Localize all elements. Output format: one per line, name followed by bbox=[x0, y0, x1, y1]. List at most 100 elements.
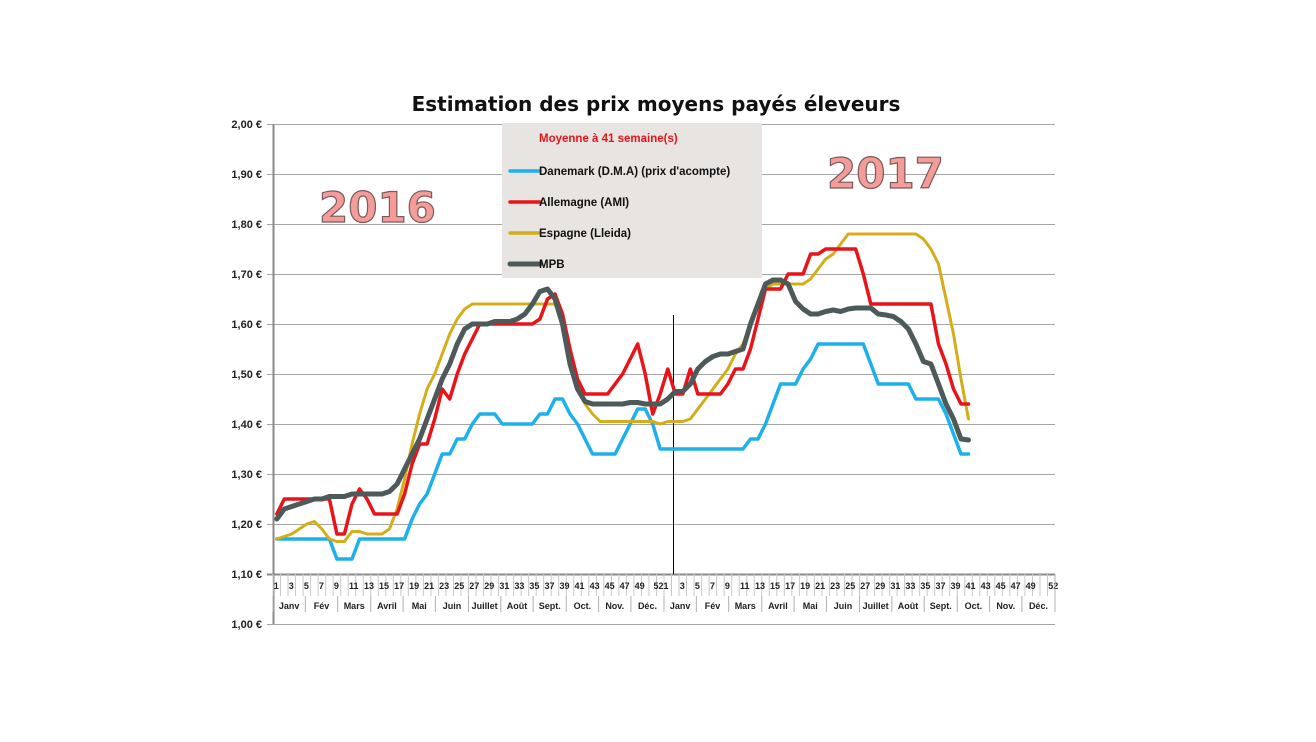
x-tick-label: 37 bbox=[935, 581, 945, 591]
month-label: Août bbox=[507, 601, 528, 611]
series-lines bbox=[277, 234, 969, 559]
x-tick-label: 25 bbox=[845, 581, 855, 591]
x-tick-label: 49 bbox=[1026, 581, 1036, 591]
x-tick-label: 43 bbox=[981, 581, 991, 591]
x-tick-label: 11 bbox=[349, 581, 359, 591]
x-tick-label: 3 bbox=[289, 581, 294, 591]
x-tick-label: 29 bbox=[484, 581, 494, 591]
x-tick-label: 3 bbox=[680, 581, 685, 591]
x-tick-label: 23 bbox=[830, 581, 840, 591]
x-tick-label: 15 bbox=[379, 581, 389, 591]
x-tick-label: 13 bbox=[364, 581, 374, 591]
month-label: Mars bbox=[735, 601, 756, 611]
x-tick-label: 5 bbox=[695, 581, 700, 591]
month-label: Avril bbox=[768, 601, 788, 611]
x-tick-label: 7 bbox=[319, 581, 324, 591]
x-tick-label: 31 bbox=[499, 581, 509, 591]
x-tick-label: 23 bbox=[439, 581, 449, 591]
y-tick-label: 1,20 € bbox=[231, 519, 262, 531]
month-label: Juin bbox=[443, 601, 462, 611]
y-tick-label: 1,30 € bbox=[231, 469, 262, 481]
x-axis: 1 3 5 7 9 11 13 15 17 19 21 23 25 27 29 31 33 35 37 39 41 43 4… bbox=[273, 574, 1058, 612]
month-label: Fév bbox=[314, 601, 330, 611]
x-tick-label: 35 bbox=[920, 581, 930, 591]
legend-label: MPB bbox=[539, 259, 565, 271]
x-tick-label: 9 bbox=[334, 581, 339, 591]
y-tick-label: 1,90 € bbox=[231, 169, 262, 181]
month-label: Déc. bbox=[638, 601, 657, 611]
legend-label: Espagne (Lleida) bbox=[539, 228, 631, 240]
y-tick-label: 1,40 € bbox=[231, 419, 262, 431]
month-label: Mai bbox=[803, 601, 818, 611]
month-label: Fév bbox=[705, 601, 721, 611]
y-tick-label: 2,00 € bbox=[231, 119, 262, 131]
y-tick-label: 1,70 € bbox=[231, 269, 262, 281]
x-tick-label: 21 bbox=[424, 581, 434, 591]
x-tick-label: 29 bbox=[875, 581, 885, 591]
x-tick-label: 1 bbox=[274, 581, 279, 591]
x-tick-label: 17 bbox=[394, 581, 404, 591]
x-tick-label: 27 bbox=[860, 581, 870, 591]
y-tick-label: 1,80 € bbox=[231, 219, 262, 231]
x-tick-label: 35 bbox=[529, 581, 539, 591]
x-tick-label: 27 bbox=[469, 581, 479, 591]
month-label: Sept. bbox=[930, 601, 952, 611]
x-tick-label: 49 bbox=[635, 581, 645, 591]
x-tick-label: 41 bbox=[575, 581, 585, 591]
x-tick-label: 31 bbox=[890, 581, 900, 591]
x-tick-label: 11 bbox=[740, 581, 750, 591]
month-label: Nov. bbox=[605, 601, 624, 611]
x-tick-label: 45 bbox=[996, 581, 1006, 591]
x-tick-label: 39 bbox=[950, 581, 960, 591]
x-tick-label: 33 bbox=[514, 581, 524, 591]
legend-label: Allemagne (AMI) bbox=[539, 197, 629, 209]
x-tick-label: 19 bbox=[800, 581, 810, 591]
series-line-allemagne bbox=[277, 249, 969, 534]
month-label: Juillet bbox=[863, 601, 889, 611]
x-tick-label: 33 bbox=[905, 581, 915, 591]
x-tick-label: 47 bbox=[620, 581, 630, 591]
legend: Moyenne à 41 semaine(s) Danemark (D.M.A)… bbox=[502, 123, 762, 278]
x-tick-label: 41 bbox=[966, 581, 976, 591]
x-tick-label: 521 bbox=[653, 581, 668, 591]
month-label: Nov. bbox=[996, 601, 1015, 611]
month-label: Août bbox=[898, 601, 919, 611]
x-tick-label: 9 bbox=[725, 581, 730, 591]
month-label: Déc. bbox=[1029, 601, 1048, 611]
x-tick-label: 47 bbox=[1011, 581, 1021, 591]
month-label: Oct. bbox=[574, 601, 592, 611]
x-tick-label: 37 bbox=[544, 581, 554, 591]
x-tick-label: 25 bbox=[454, 581, 464, 591]
year-label-2016: 2016 bbox=[319, 183, 436, 232]
x-tick-label: 7 bbox=[710, 581, 715, 591]
x-tick-label: 52 bbox=[1048, 581, 1058, 591]
month-label: Avril bbox=[377, 601, 397, 611]
legend-label: Danemark (D.M.A) (prix d'acompte) bbox=[539, 166, 730, 178]
month-label: Sept. bbox=[539, 601, 561, 611]
y-tick-label: 1,60 € bbox=[231, 319, 262, 331]
x-tick-label: 13 bbox=[755, 581, 765, 591]
series-line-mpb bbox=[277, 280, 969, 519]
x-tick-label: 39 bbox=[559, 581, 569, 591]
month-label: Juin bbox=[834, 601, 853, 611]
year-label-2017: 2017 bbox=[827, 149, 944, 198]
month-label: Mars bbox=[344, 601, 365, 611]
x-tick-label: 43 bbox=[590, 581, 600, 591]
x-tick-label: 19 bbox=[409, 581, 419, 591]
x-tick-label: 5 bbox=[304, 581, 309, 591]
month-label: Juillet bbox=[472, 601, 498, 611]
x-tick-label: 45 bbox=[605, 581, 615, 591]
month-label: Mai bbox=[412, 601, 427, 611]
month-label: Janv bbox=[670, 601, 691, 611]
month-label: Janv bbox=[279, 601, 300, 611]
y-tick-label: 1,00 € bbox=[231, 619, 262, 631]
legend-title: Moyenne à 41 semaine(s) bbox=[539, 133, 678, 145]
month-label: Oct. bbox=[965, 601, 983, 611]
chart-title: Estimation des prix moyens payés éleveur… bbox=[412, 92, 901, 116]
y-tick-label: 1,10 € bbox=[231, 569, 262, 581]
x-tick-label: 15 bbox=[770, 581, 780, 591]
y-tick-label: 1,50 € bbox=[231, 369, 262, 381]
y-axis-ticks: 1,00 € 1,10 € 1,20 € 1,30 € 1,40 € 1,50 € 1,60… bbox=[231, 119, 262, 631]
x-tick-label: 21 bbox=[815, 581, 825, 591]
